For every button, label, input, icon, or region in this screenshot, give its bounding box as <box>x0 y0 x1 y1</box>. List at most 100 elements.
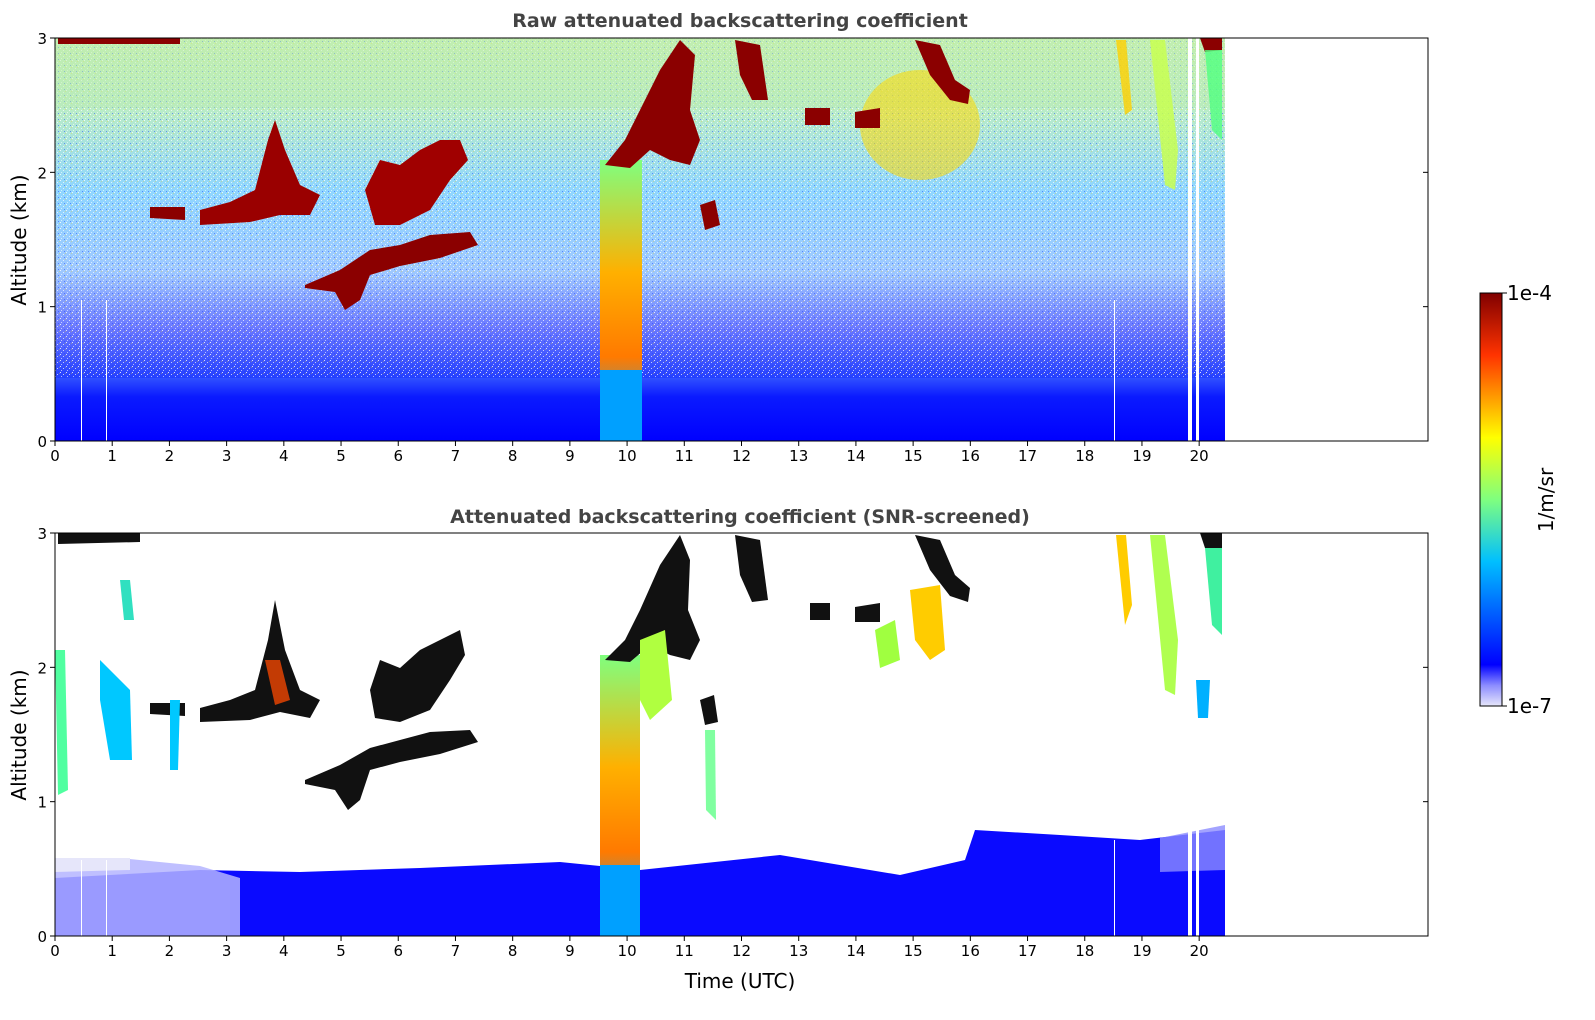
colorbar-label: 1/m/sr <box>1534 467 1558 532</box>
raw-cloud <box>805 108 830 125</box>
y-tick-label: 3 <box>37 30 47 48</box>
screened-cloud-edge <box>100 660 132 760</box>
raw-cloud <box>735 40 768 100</box>
screened-cloud-edge <box>55 650 68 795</box>
screened-cloud <box>58 533 140 544</box>
raw-cloud <box>58 38 180 44</box>
screened-data-gap <box>81 860 82 936</box>
screened-cloud <box>855 603 880 622</box>
screened-cloud <box>915 535 970 602</box>
screened-cloud-edge <box>875 620 900 668</box>
raw-virga <box>1205 50 1222 140</box>
x-tick-label: 9 <box>565 942 575 960</box>
raw-cloud <box>605 40 700 168</box>
screened-data-gap <box>1196 800 1199 936</box>
x-tick-label: 5 <box>336 942 346 960</box>
x-tick-label: 8 <box>508 942 518 960</box>
screened-cloud-edge <box>265 660 290 705</box>
raw-cloud <box>855 108 880 128</box>
raw-cloud <box>305 232 478 310</box>
screened-cloud-edge <box>120 580 134 620</box>
raw-y-label: Altitude (km) <box>7 174 31 305</box>
screened-x-axis: 0 1 2 3 4 5 6 7 8 9 10 11 12 13 14 15 16 17 18 19 20 <box>50 936 1209 960</box>
x-tick-label: 4 <box>279 447 289 465</box>
y-tick-label: 2 <box>37 659 47 677</box>
x-tick-label: 2 <box>165 447 175 465</box>
y-tick-label: 3 <box>37 525 47 543</box>
colorbar <box>1479 292 1503 707</box>
x-tick-label: 17 <box>1018 942 1037 960</box>
y-tick-label: 0 <box>37 433 47 451</box>
screened-cloud <box>735 535 768 602</box>
screened-cloud <box>605 535 700 662</box>
x-tick-label: 20 <box>1190 447 1209 465</box>
screened-heatmap <box>55 533 1225 936</box>
x-tick-label: 3 <box>222 942 232 960</box>
x-tick-label: 12 <box>732 942 751 960</box>
x-tick-label: 11 <box>675 942 694 960</box>
screened-boundary-layer-haze <box>55 858 240 936</box>
raw-cloud <box>915 40 970 104</box>
x-tick-label: 16 <box>961 447 980 465</box>
screened-precipitation-base <box>600 865 640 936</box>
raw-x-axis: 0 1 2 3 4 5 6 7 8 9 10 11 12 13 14 15 16 17 18 19 20 <box>50 441 1209 465</box>
raw-virga <box>1116 40 1132 115</box>
screened-boundary-layer-haze <box>55 858 130 872</box>
x-tick-label: 1 <box>107 942 117 960</box>
x-tick-label: 15 <box>904 942 923 960</box>
screened-cloud-edge <box>640 630 672 720</box>
x-axis-label: Time (UTC) <box>684 969 796 993</box>
x-tick-label: 13 <box>789 942 808 960</box>
y-tick-label: 1 <box>37 299 47 317</box>
raw-y-axis: 0 1 2 3 <box>37 30 1428 451</box>
x-tick-label: 0 <box>50 942 60 960</box>
colorbar-min-label: 1e-7 <box>1507 694 1552 718</box>
panel-title: Attenuated backscattering coefficient (S… <box>450 506 1030 528</box>
screened-data-gap <box>106 860 107 936</box>
raw-data-gap <box>81 300 82 441</box>
x-tick-label: 6 <box>393 942 403 960</box>
colorbar-max-label: 1e-4 <box>1507 281 1552 305</box>
x-tick-label: 16 <box>961 942 980 960</box>
x-tick-label: 4 <box>279 942 289 960</box>
screened-cloud-edge <box>910 585 945 660</box>
raw-cloud <box>1200 38 1222 52</box>
y-tick-label: 0 <box>37 928 47 946</box>
x-tick-label: 5 <box>336 447 346 465</box>
raw-data-gap <box>1114 300 1115 441</box>
x-tick-label: 18 <box>1075 942 1094 960</box>
x-tick-label: 6 <box>393 447 403 465</box>
x-tick-label: 20 <box>1190 942 1209 960</box>
x-tick-label: 9 <box>565 447 575 465</box>
screened-virga <box>1116 535 1132 625</box>
raw-cloud <box>365 140 468 225</box>
screened-cloud <box>200 600 320 722</box>
raw-cloud <box>200 120 320 225</box>
x-tick-label: 13 <box>789 447 808 465</box>
x-tick-label: 12 <box>732 447 751 465</box>
screened-virga <box>1205 548 1222 635</box>
x-tick-label: 14 <box>846 942 865 960</box>
screened-y-axis: 0 1 2 3 <box>37 525 1428 946</box>
screened-virga <box>1150 535 1178 695</box>
screened-boundary-layer-haze <box>1160 825 1225 872</box>
x-tick-label: 7 <box>451 942 461 960</box>
raw-cloud <box>150 207 185 220</box>
raw-precipitation-base <box>600 370 642 441</box>
x-tick-label: 14 <box>846 447 865 465</box>
raw-virga <box>1150 40 1178 190</box>
screened-cloud <box>700 695 718 725</box>
x-tick-label: 8 <box>508 447 518 465</box>
y-tick-label: 1 <box>37 794 47 812</box>
x-tick-label: 18 <box>1075 447 1094 465</box>
raw-cloud <box>700 200 720 230</box>
x-tick-label: 11 <box>675 447 694 465</box>
x-tick-label: 3 <box>222 447 232 465</box>
x-tick-label: 2 <box>165 942 175 960</box>
screened-data-gap <box>1114 840 1115 936</box>
panel-title: Raw attenuated backscattering coefficien… <box>512 10 968 32</box>
x-tick-label: 19 <box>1132 447 1151 465</box>
screened-virga <box>1196 680 1210 718</box>
screened-data-gap <box>1188 800 1192 936</box>
